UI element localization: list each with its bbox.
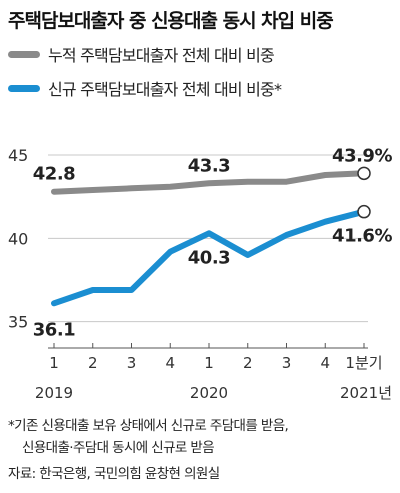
x-tick-label-2: 3 bbox=[127, 354, 137, 372]
y-tick-label-35: 35 bbox=[8, 313, 28, 332]
x-tick-label-1: 2 bbox=[88, 354, 98, 372]
footnote-line-2: 신용대출·주담대 동시에 신규로 받음 bbox=[22, 440, 215, 456]
source-note: 자료: 한국은행, 국민의힘 윤창현 의원실 bbox=[8, 466, 220, 482]
data-label-cumulative-4: 43.3 bbox=[188, 155, 230, 176]
legend-swatch-cumulative bbox=[8, 50, 40, 58]
data-label-cumulative-0: 42.8 bbox=[33, 164, 75, 185]
x-tick-label-6: 3 bbox=[282, 354, 292, 372]
series-line-new bbox=[51, 208, 367, 307]
year-label-2020: 2020 bbox=[190, 384, 228, 402]
x-tick-label-8: 1분기 bbox=[345, 354, 382, 372]
legend-label-new: 신규 주택담보대출자 전체 대비 비중* bbox=[48, 80, 282, 99]
year-label-2021년: 2021년 bbox=[340, 384, 392, 402]
year-label-2019: 2019 bbox=[35, 384, 73, 402]
x-tick-label-4: 1 bbox=[204, 354, 214, 372]
data-label-new-8: 41.6% bbox=[332, 226, 392, 247]
legend-swatch-new bbox=[8, 84, 40, 92]
line-chart: 35 40 45 1 2 3 4 1 2 3 4 1분기 2019 2020 2021년 42.8 43.3 43… bbox=[8, 145, 393, 402]
data-label-new-0: 36.1 bbox=[33, 319, 75, 340]
x-tick-label-5: 2 bbox=[243, 354, 253, 372]
data-label-cumulative-8: 43.9% bbox=[332, 145, 392, 166]
chart-title: 주택담보대출자 중 신용대출 동시 차입 비중 bbox=[8, 10, 334, 32]
y-tick-label-40: 40 bbox=[8, 229, 28, 248]
footnote-line-1: *기존 신용대출 보유 상태에서 신규로 주담대를 받음, bbox=[8, 418, 289, 434]
x-tick-label-7: 4 bbox=[320, 354, 330, 372]
y-tick-label-45: 45 bbox=[8, 146, 28, 165]
series-endpoint-cumulative bbox=[357, 166, 371, 181]
legend-label-cumulative: 누적 주택담보대출자 전체 대비 비중 bbox=[48, 46, 275, 65]
series-endpoint-new bbox=[357, 204, 371, 219]
legend-item-cumulative: 누적 주택담보대출자 전체 대비 비중 bbox=[8, 42, 275, 66]
legend-item-new: 신규 주택담보대출자 전체 대비 비중* bbox=[8, 76, 282, 100]
x-tick-label-3: 4 bbox=[165, 354, 175, 372]
data-label-new-4: 40.3 bbox=[188, 247, 230, 268]
series-line-cumulative bbox=[51, 170, 367, 195]
x-tick-label-0: 1 bbox=[49, 354, 59, 372]
